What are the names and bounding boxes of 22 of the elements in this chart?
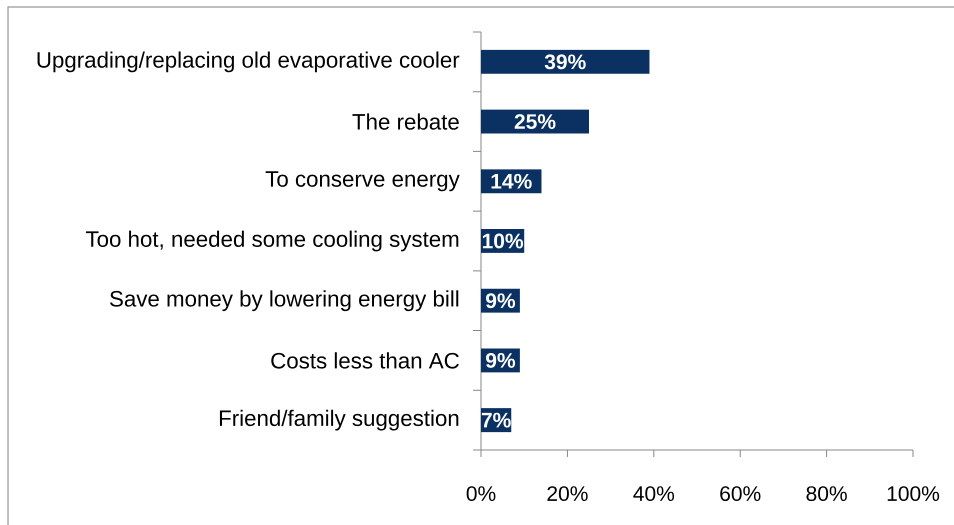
bar — [481, 50, 650, 74]
x-tick-label: 100% — [888, 486, 940, 502]
x-tick-label: 20% — [547, 486, 588, 502]
y-tick-label: Friend/family suggestion — [220, 410, 458, 431]
data-label: 9% — [486, 352, 516, 368]
data-label: 7% — [482, 412, 511, 428]
x-tick-label: 0% — [466, 486, 496, 502]
y-tick-label: To conserve energy — [266, 171, 460, 192]
y-tick-label: The rebate — [352, 113, 459, 130]
data-label: 9% — [486, 293, 516, 308]
data-label: 10% — [482, 234, 524, 248]
data-label: 25% — [514, 114, 556, 129]
x-tick-label: 60% — [720, 486, 760, 502]
y-tick-label: Too hot, needed some cooling system — [86, 230, 458, 252]
bar — [481, 110, 590, 134]
data-label: 39% — [544, 54, 586, 70]
y-tick-label: Save money by lowering energy bill — [110, 290, 458, 312]
y-tick-label: Upgrading/replacing old evaporative cooler — [38, 51, 460, 72]
data-label: 14% — [492, 174, 532, 189]
x-tick-label: 80% — [806, 486, 847, 502]
x-tick-label: 40% — [633, 486, 674, 502]
y-tick-label: Costs less than AC — [271, 352, 459, 369]
